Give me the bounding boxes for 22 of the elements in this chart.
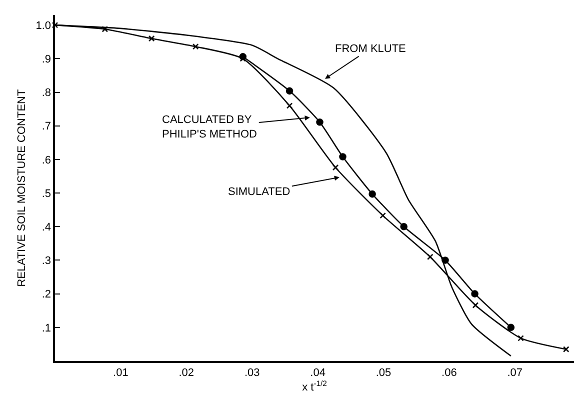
x-tick-label: .04 xyxy=(310,366,326,379)
x-tick-label: .07 xyxy=(507,366,523,379)
x-tick-label: .03 xyxy=(244,366,260,379)
y-tick-label: .3 xyxy=(42,255,52,268)
x-axis-title: x t$^{-1/2}$ xyxy=(302,378,327,394)
y-tick-label: .5 xyxy=(42,188,52,200)
x-tick-label: .06 xyxy=(442,366,457,379)
y-axis-title: RELATIVE SOIL MOISTURE CONTENT xyxy=(16,89,28,287)
y-tick-label: .2 xyxy=(42,288,52,301)
annotation: FROM KLUTE xyxy=(335,43,406,55)
y-tick-label: .8 xyxy=(42,87,52,100)
y-tick-label: .6 xyxy=(42,154,52,166)
y-tick-label: .9 xyxy=(42,54,52,66)
annotation: CALCULATED BY PHILIP'S METHOD xyxy=(162,114,258,140)
x-tick-label: .02 xyxy=(178,366,194,379)
y-tick-label: .7 xyxy=(42,120,52,133)
x-tick-label: .05 xyxy=(376,366,392,379)
y-tick-label: .4 xyxy=(42,221,52,234)
y-tick-label: .1 xyxy=(42,322,52,334)
y-tick-label: 1.0 xyxy=(36,20,52,32)
x-tick-label: .01 xyxy=(113,366,128,379)
annotation: SIMULATED xyxy=(228,186,290,198)
